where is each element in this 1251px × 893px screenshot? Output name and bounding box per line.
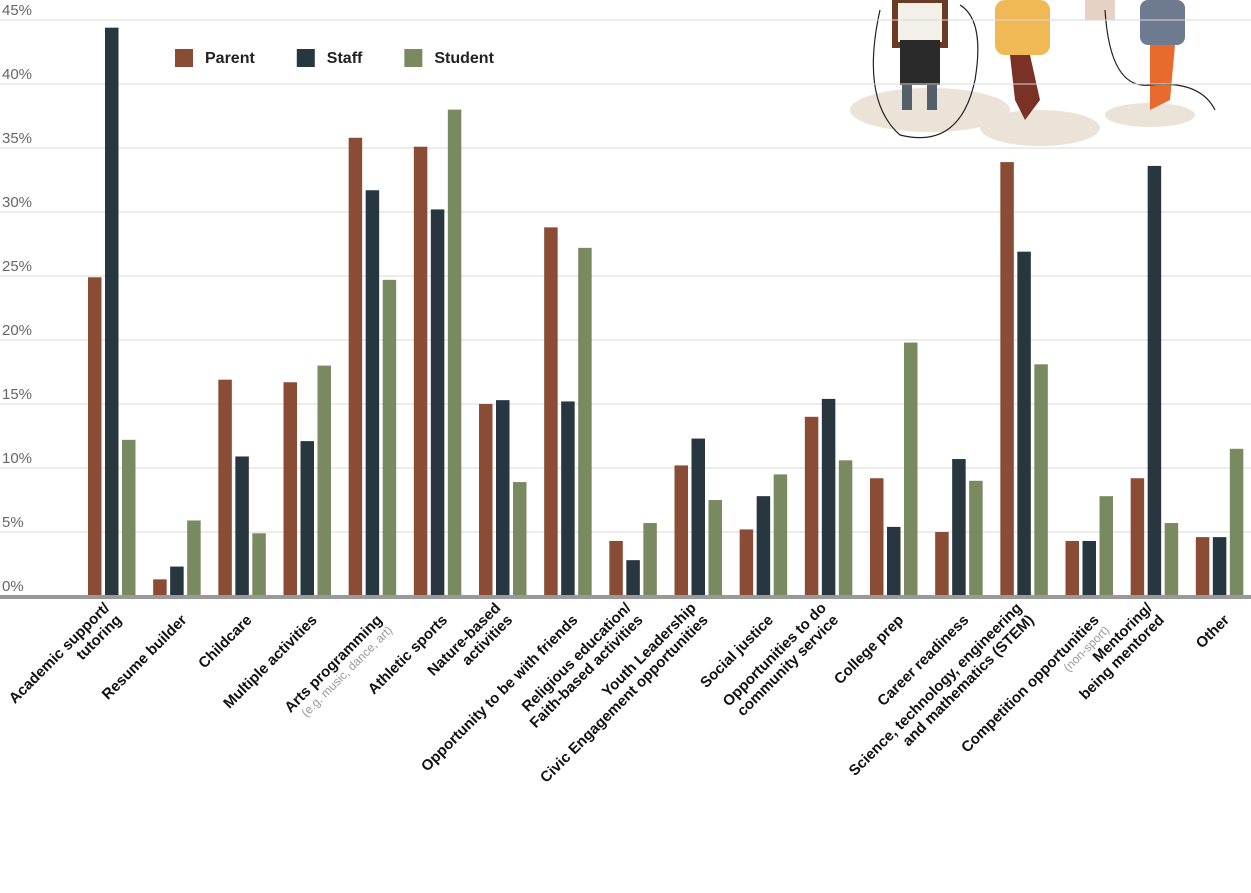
bar xyxy=(1147,165,1162,597)
legend-label: Parent xyxy=(205,50,255,67)
bar xyxy=(838,460,853,596)
bar xyxy=(674,465,688,596)
x-tick-group: Childcare xyxy=(195,612,255,672)
bar xyxy=(969,480,983,596)
legend-label: Student xyxy=(434,50,494,67)
x-tick-group: Other xyxy=(1193,612,1233,652)
bar xyxy=(105,27,119,597)
bar xyxy=(643,523,657,596)
y-tick-label: 5% xyxy=(2,514,24,531)
bar xyxy=(235,456,249,596)
bar xyxy=(544,227,558,597)
bar xyxy=(122,439,136,596)
bar xyxy=(283,382,297,596)
bar xyxy=(1082,540,1096,596)
bar xyxy=(691,438,705,596)
y-tick-label: 15% xyxy=(2,386,32,403)
bar xyxy=(1229,448,1244,596)
bar xyxy=(317,365,331,596)
bar xyxy=(904,342,918,596)
bar xyxy=(1000,162,1014,596)
bar xyxy=(252,533,266,596)
y-tick-label: 35% xyxy=(2,130,32,147)
bar xyxy=(887,526,901,596)
bar xyxy=(626,560,640,596)
bar xyxy=(496,400,510,596)
bar xyxy=(708,500,722,596)
bar xyxy=(870,478,884,596)
bar xyxy=(382,279,397,596)
bar xyxy=(218,379,232,596)
bar xyxy=(479,404,493,596)
bar xyxy=(1065,540,1079,596)
y-tick-label: 30% xyxy=(2,194,32,211)
bar xyxy=(300,441,314,596)
legend-swatch xyxy=(175,49,193,67)
bar xyxy=(773,474,788,596)
bar xyxy=(513,482,527,596)
bar xyxy=(952,459,966,596)
bar xyxy=(1164,523,1179,596)
y-tick-label: 0% xyxy=(2,578,24,595)
bar xyxy=(821,398,836,596)
x-tick-label: Other xyxy=(1193,612,1233,652)
bar xyxy=(1195,537,1210,596)
y-tick-label: 40% xyxy=(2,66,32,83)
y-tick-label: 45% xyxy=(2,2,32,19)
bar xyxy=(739,529,754,596)
y-tick-label: 25% xyxy=(2,258,32,275)
bar xyxy=(561,401,575,596)
bar xyxy=(1099,496,1113,596)
legend-swatch xyxy=(404,49,423,67)
bar xyxy=(88,277,102,596)
bar xyxy=(348,137,363,596)
bar xyxy=(1212,537,1227,596)
bar xyxy=(804,416,819,596)
bar xyxy=(1017,251,1031,596)
bar xyxy=(1130,478,1145,596)
bar xyxy=(413,146,428,596)
bar xyxy=(187,520,201,596)
bar xyxy=(170,566,184,596)
bar xyxy=(430,209,445,596)
illustration xyxy=(850,0,1216,146)
y-tick-label: 20% xyxy=(2,322,32,339)
bar xyxy=(365,190,380,597)
bar xyxy=(153,579,167,596)
bar xyxy=(935,532,949,596)
bar xyxy=(578,247,592,596)
bar xyxy=(756,496,771,596)
bar xyxy=(609,540,623,596)
legend-swatch xyxy=(296,49,315,67)
y-tick-label: 10% xyxy=(2,450,32,467)
bar xyxy=(1034,364,1048,596)
legend-label: Staff xyxy=(327,50,363,67)
x-tick-label: Childcare xyxy=(195,612,255,672)
bar xyxy=(447,109,462,596)
